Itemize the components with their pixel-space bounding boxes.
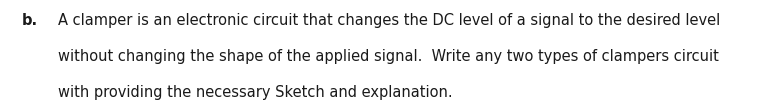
Text: b.: b. (22, 13, 38, 28)
Text: without changing the shape of the applied signal.  Write any two types of clampe: without changing the shape of the applie… (58, 49, 720, 64)
Text: A clamper is an electronic circuit that changes the DC level of a signal to the : A clamper is an electronic circuit that … (58, 13, 720, 28)
Text: with providing the necessary Sketch and explanation.: with providing the necessary Sketch and … (58, 85, 453, 100)
